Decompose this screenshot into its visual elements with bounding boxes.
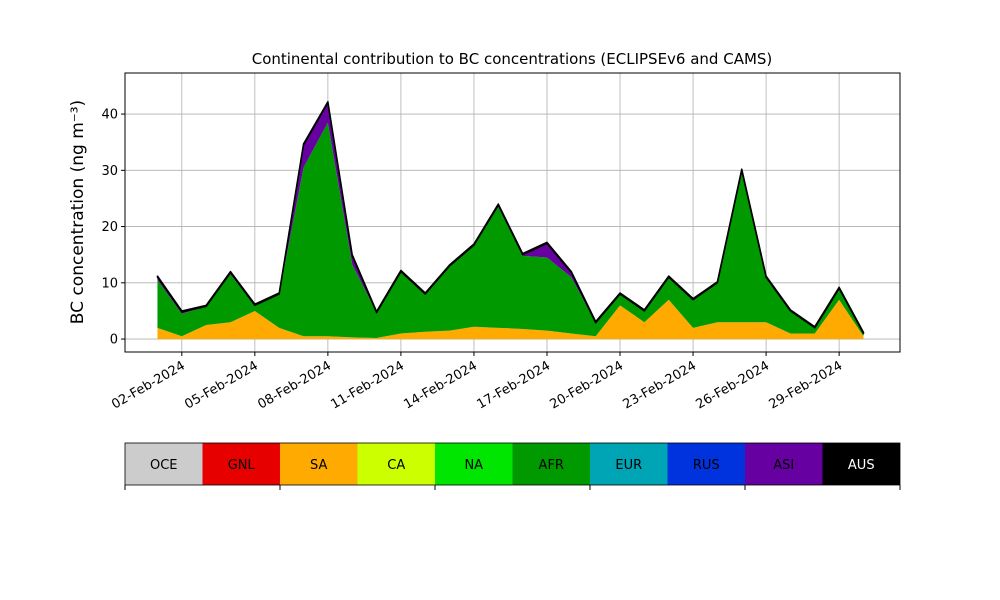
legend-swatch (745, 443, 823, 485)
y-tick-label: 0 (110, 333, 118, 348)
legend-label: GNL (228, 458, 256, 473)
x-tick-label: 26-Feb-2024 (694, 358, 773, 412)
legend-swatch (590, 443, 668, 485)
legend-label: OCE (150, 458, 178, 473)
x-tick-label: 05-Feb-2024 (182, 358, 261, 412)
x-tick-label: 29-Feb-2024 (767, 358, 846, 412)
legend-label: RUS (693, 458, 720, 473)
legend-swatch (202, 443, 280, 485)
y-axis-label: BC concentration (ng m⁻³) (68, 100, 88, 324)
legend-swatch (435, 443, 513, 485)
legend-label: EUR (615, 458, 642, 473)
y-tick-label: 10 (101, 276, 118, 291)
legend-label: NA (464, 458, 483, 473)
legend-swatch (822, 443, 900, 485)
legend-label: SA (310, 458, 327, 473)
legend-label: ASI (773, 458, 794, 473)
x-tick-label: 23-Feb-2024 (621, 358, 700, 412)
legend-swatch (512, 443, 590, 485)
area (157, 122, 864, 338)
legend-label: AFR (539, 458, 564, 473)
legend-frame (124, 442, 901, 486)
area (156, 100, 865, 335)
x-tick-label: 11-Feb-2024 (328, 358, 407, 412)
x-tick-label: 17-Feb-2024 (474, 358, 553, 412)
x-tick-label: 20-Feb-2024 (547, 358, 626, 412)
x-tick-label: 02-Feb-2024 (109, 358, 188, 412)
legend-swatch (357, 443, 435, 485)
plot-frame (124, 72, 901, 353)
area (157, 299, 864, 340)
y-tick-label: 40 (101, 108, 118, 123)
legend-label: CA (387, 458, 405, 473)
y-tick-label: 20 (101, 220, 118, 235)
chart-title: Continental contribution to BC concentra… (252, 50, 773, 68)
legend-swatch (125, 443, 203, 485)
legend-label: AUS (848, 458, 875, 473)
y-tick-label: 30 (101, 164, 118, 179)
x-tick-label: 14-Feb-2024 (401, 358, 480, 412)
legend-swatch (667, 443, 745, 485)
x-tick-label: 08-Feb-2024 (255, 358, 334, 412)
legend-swatch (280, 443, 358, 485)
